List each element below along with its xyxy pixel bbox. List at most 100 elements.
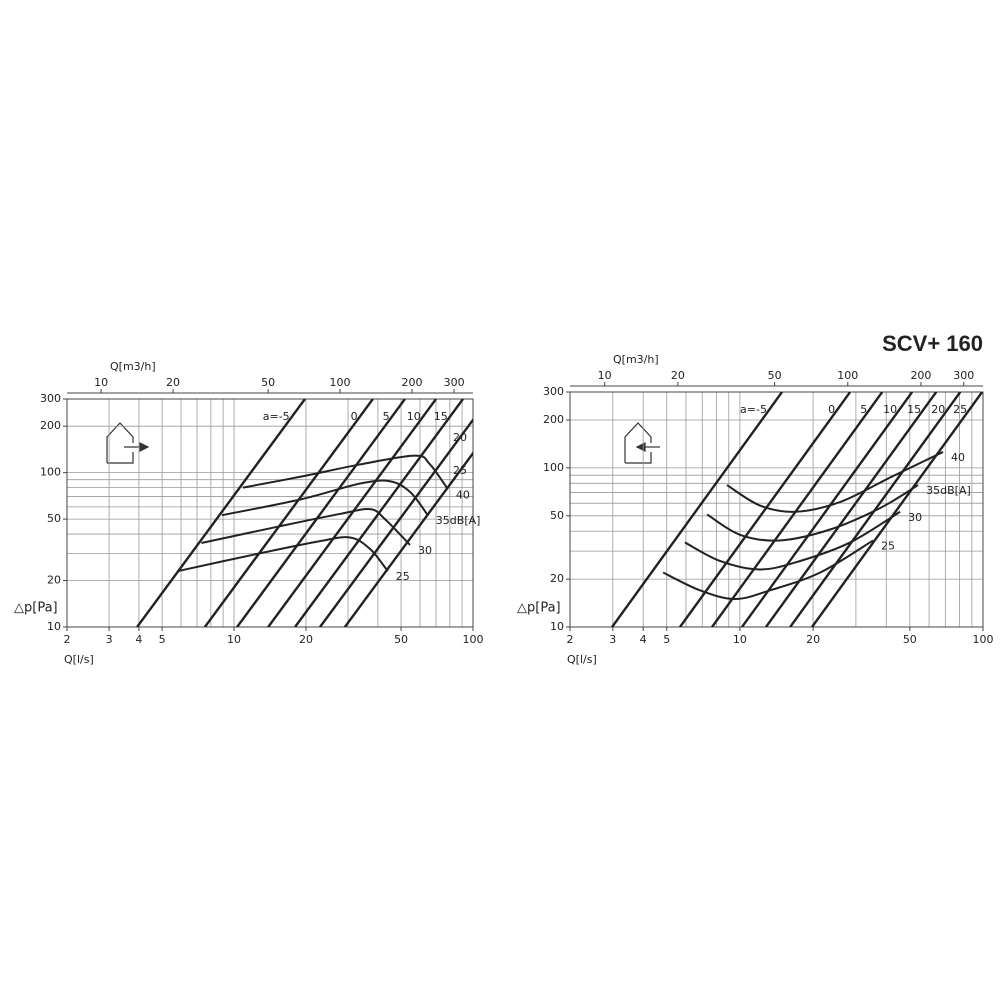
x2-tick-label: 50 bbox=[768, 369, 782, 382]
y-tick-label: 10 bbox=[550, 620, 564, 633]
x-tick-label: 2 bbox=[567, 633, 574, 646]
setting-line bbox=[267, 399, 437, 627]
y-tick-label: 200 bbox=[543, 413, 564, 426]
setting-label: 15 bbox=[907, 403, 921, 416]
x2-tick-label: 200 bbox=[401, 376, 422, 389]
x2-tick-label: 100 bbox=[330, 376, 351, 389]
x-tick-label: 20 bbox=[806, 633, 820, 646]
setting-label: 0 bbox=[828, 403, 835, 416]
x-tick-label: 5 bbox=[663, 633, 670, 646]
setting-label: 5 bbox=[383, 410, 390, 423]
plot-frame bbox=[569, 391, 984, 628]
x-tick-label: 4 bbox=[640, 633, 647, 646]
x-tick-label: 100 bbox=[973, 633, 994, 646]
noise-curve bbox=[177, 536, 389, 573]
y-axis-title: △p[Pa] bbox=[517, 601, 561, 616]
x2-tick-label: 10 bbox=[94, 376, 108, 389]
x-tick-label: 20 bbox=[299, 633, 313, 646]
setting-label: 10 bbox=[407, 410, 421, 423]
noise-curve bbox=[662, 539, 874, 600]
noise-label: 30 bbox=[418, 544, 432, 557]
x-tick-label: 3 bbox=[609, 633, 616, 646]
x-tick-label: 100 bbox=[463, 633, 484, 646]
icon-arrowhead bbox=[635, 442, 646, 452]
x-tick-label: 5 bbox=[159, 633, 166, 646]
noise-label: 40 bbox=[951, 451, 965, 464]
noise-curve bbox=[726, 451, 944, 513]
setting-label: 25 bbox=[453, 464, 467, 477]
setting-line bbox=[741, 392, 914, 627]
noise-label: 25 bbox=[881, 539, 895, 552]
setting-line bbox=[711, 392, 884, 627]
x-tick-label: 10 bbox=[227, 633, 241, 646]
setting-label: 20 bbox=[453, 431, 467, 444]
icon-arrowhead bbox=[139, 442, 150, 452]
setting-line bbox=[319, 417, 473, 627]
setting-label: 20 bbox=[931, 403, 945, 416]
y-tick-label: 200 bbox=[40, 419, 61, 432]
setting-line bbox=[203, 399, 374, 627]
y-tick-label: 100 bbox=[40, 466, 61, 479]
x-tick-label: 50 bbox=[903, 633, 917, 646]
x2-tick-label: 20 bbox=[671, 369, 685, 382]
x2-tick-label: 20 bbox=[166, 376, 180, 389]
icon-house bbox=[106, 422, 134, 464]
flow-icon bbox=[624, 422, 660, 464]
x2-tick-label: 300 bbox=[444, 376, 465, 389]
noise-curve bbox=[221, 479, 429, 517]
setting-label: 5 bbox=[860, 403, 867, 416]
x2-tick-label: 50 bbox=[261, 376, 275, 389]
x-tick-label: 10 bbox=[733, 633, 747, 646]
x2-tick-label: 10 bbox=[598, 369, 612, 382]
x2-axis-title: Q[m3/h] bbox=[110, 360, 156, 373]
setting-line bbox=[611, 392, 783, 627]
flow-icon bbox=[106, 422, 150, 464]
setting-line bbox=[765, 392, 938, 627]
x-tick-label: 3 bbox=[106, 633, 113, 646]
setting-label: 25 bbox=[953, 403, 967, 416]
x-tick-label: 50 bbox=[394, 633, 408, 646]
noise-curve bbox=[706, 484, 919, 542]
y-axis-title: △p[Pa] bbox=[14, 601, 58, 616]
noise-label: 40 bbox=[456, 488, 470, 501]
series-group bbox=[611, 392, 983, 627]
x-tick-label: 4 bbox=[135, 633, 142, 646]
y-tick-label: 50 bbox=[47, 512, 61, 525]
setting-line bbox=[236, 399, 406, 627]
setting-label: 15 bbox=[434, 410, 448, 423]
y-tick-label: 10 bbox=[47, 620, 61, 633]
noise-curve bbox=[242, 454, 449, 490]
y-tick-label: 20 bbox=[550, 572, 564, 585]
noise-label: 35dB[A] bbox=[926, 484, 971, 497]
noise-label: 35dB[A] bbox=[436, 514, 481, 527]
setting-label: 0 bbox=[351, 410, 358, 423]
icon-house bbox=[624, 422, 652, 464]
x-tick-label: 2 bbox=[64, 633, 71, 646]
noise-label: 30 bbox=[908, 511, 922, 524]
x2-tick-label: 300 bbox=[953, 369, 974, 382]
y-tick-label: 100 bbox=[543, 461, 564, 474]
x-axis-title: Q[l/s] bbox=[567, 653, 597, 666]
x2-tick-label: 200 bbox=[910, 369, 931, 382]
setting-line bbox=[343, 451, 473, 627]
x2-axis-title: Q[m3/h] bbox=[613, 353, 659, 366]
y-tick-label: 300 bbox=[40, 392, 61, 405]
setting-line bbox=[136, 399, 306, 627]
setting-label: 10 bbox=[883, 403, 897, 416]
x2-tick-label: 100 bbox=[837, 369, 858, 382]
noise-label: 25 bbox=[396, 570, 410, 583]
y-tick-label: 20 bbox=[47, 574, 61, 587]
noise-curve bbox=[201, 508, 411, 546]
plot-frame bbox=[66, 398, 474, 628]
setting-label: a=-5 bbox=[263, 410, 290, 423]
series-group bbox=[136, 399, 473, 627]
setting-line bbox=[679, 392, 852, 627]
y-tick-label: 300 bbox=[543, 385, 564, 398]
noise-curve bbox=[684, 510, 901, 571]
page-title: SCV+ 160 bbox=[882, 331, 983, 356]
y-tick-label: 50 bbox=[550, 509, 564, 522]
